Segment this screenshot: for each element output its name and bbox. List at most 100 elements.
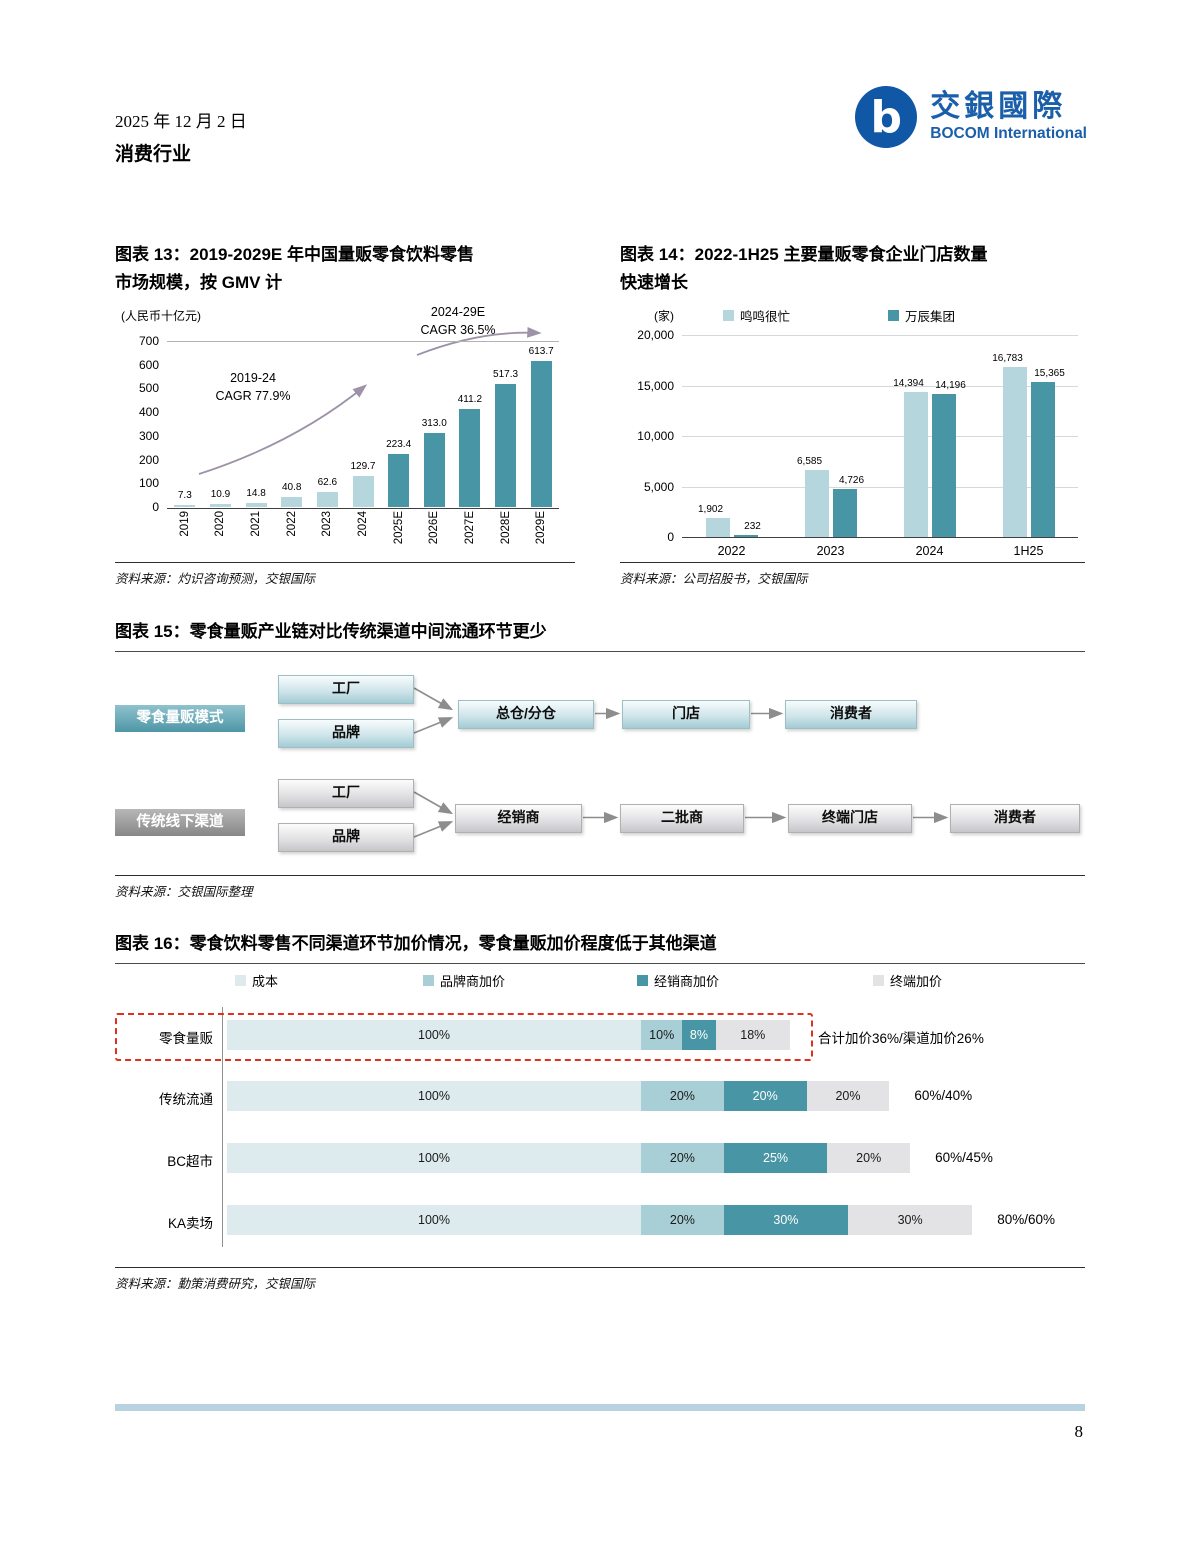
bar-segment: 20% — [723, 1081, 807, 1111]
x-axis-label: 2021 — [250, 511, 263, 537]
bar-segment: 8% — [682, 1020, 716, 1050]
legend-item: 经销商加价 — [637, 971, 719, 990]
bar — [804, 470, 829, 537]
bar — [459, 409, 481, 507]
bar-segment: 10% — [641, 1020, 683, 1050]
bar-value-label: 62.6 — [317, 477, 338, 489]
bar — [174, 505, 196, 507]
x-axis-label: 2023 — [816, 544, 845, 558]
figure16-source: 资料来源：勤策消费研究，交银国际 — [115, 1267, 1085, 1292]
figure13-source: 资料来源：灼识咨询预测，交银国际 — [115, 562, 575, 587]
y-axis-tick-label: 200 — [138, 452, 159, 467]
bar-segment: 18% — [715, 1020, 791, 1050]
y-axis-unit-label: (人民币十亿元) — [121, 309, 201, 323]
figure13-title-line1: 图表 13：2019-2029E 年中国量贩零食饮料零售 — [115, 245, 474, 264]
y-axis-tick-label: 15,000 — [637, 378, 674, 393]
figure14-title: 图表 14：2022-1H25 主要量贩零食企业门店数量 快速增长 — [620, 241, 1095, 297]
x-axis-label: 2019 — [178, 511, 191, 537]
flow-row2-label: 传统线下渠道 — [115, 809, 245, 836]
legend-label: 万辰集团 — [905, 310, 956, 324]
legend-swatch — [235, 975, 246, 986]
logo-brand-cn: 交銀國際 — [930, 90, 1067, 123]
logo-brand-en: BOCOM International — [930, 125, 1087, 142]
x-axis-label: 2023 — [321, 511, 334, 537]
legend-label: 品牌商加价 — [440, 974, 506, 989]
figure15-diagram: 零食量贩模式 工厂 品牌 总仓/分仓 门店 消费者 传统线下渠道 工厂 品牌 经… — [115, 658, 1085, 870]
x-axis-label: 1H25 — [1013, 544, 1044, 558]
bar — [705, 517, 730, 537]
bar-value-label: 14,394 — [893, 377, 924, 389]
y-axis-tick-label: 600 — [138, 357, 159, 372]
annotation-line: 2019-24 — [230, 371, 276, 385]
bocom-logo-icon: b — [855, 86, 918, 148]
bar-value-label: 14,196 — [935, 379, 966, 391]
y-axis-tick-label: 500 — [138, 381, 159, 396]
gridline — [682, 335, 1078, 336]
y-axis-tick-label: 300 — [138, 428, 159, 443]
legend-label: 终端加价 — [890, 974, 943, 989]
flow-node-brand: 品牌 — [278, 719, 414, 748]
footer-bar — [115, 1404, 1085, 1411]
bar-segment: 25% — [723, 1143, 828, 1173]
row-annotation: 60%/40% — [914, 1088, 973, 1103]
bar-segment: 20% — [641, 1081, 724, 1111]
legend-swatch — [637, 975, 648, 986]
bar-segment: 100% — [227, 1081, 641, 1111]
y-axis-tick-label: 5,000 — [643, 479, 674, 494]
bar-value-label: 7.3 — [177, 490, 192, 502]
row-label: BC超市 — [167, 1154, 213, 1169]
x-axis-line — [682, 537, 1078, 539]
bar-value-label: 4,726 — [838, 475, 865, 487]
bar — [352, 476, 374, 507]
report-date: 2025 年 12 月 2 日 — [115, 112, 247, 131]
bar — [903, 391, 928, 537]
bar-segment: 20% — [641, 1205, 724, 1235]
bar-value-label: 223.4 — [386, 439, 412, 451]
bar-value-label: 16,783 — [992, 353, 1023, 365]
figure13-chart: (人民币十亿元) 2019-24 CAGR 77.9% 2024-29E CAG… — [115, 303, 575, 563]
x-axis-label: 2022 — [285, 511, 298, 537]
legend-swatch — [423, 975, 434, 986]
bar-segment: 20% — [806, 1081, 890, 1111]
bar-value-label: 613.7 — [528, 346, 554, 358]
legend-swatch — [888, 310, 899, 321]
legend-item-mingming: 鸣鸣很忙 — [723, 306, 790, 325]
y-axis-tick-label: 0 — [667, 530, 674, 544]
legend-label: 鸣鸣很忙 — [740, 310, 791, 324]
bar-value-label: 40.8 — [281, 482, 302, 494]
row-annotation: 60%/45% — [935, 1150, 993, 1165]
bar-segment: 20% — [827, 1143, 911, 1173]
flow-node-warehouse: 总仓/分仓 — [458, 700, 594, 729]
annotation-line: 2024-29E — [430, 305, 486, 319]
bar — [281, 497, 303, 507]
figure13-title-line2: 市场规模，按 GMV 计 — [115, 273, 283, 292]
bocom-logo: b 交銀國際 BOCOM International — [855, 86, 1087, 148]
flow-node-terminal-store: 终端门店 — [788, 804, 912, 833]
x-axis-label: 2022 — [717, 544, 746, 558]
y-axis-tick-label: 20,000 — [637, 328, 674, 342]
bar-segment: 30% — [848, 1205, 973, 1235]
legend-item: 终端加价 — [873, 971, 942, 990]
legend-label: 经销商加价 — [654, 974, 720, 989]
bar-value-label: 313.0 — [421, 417, 447, 429]
logo-letter: b — [870, 91, 903, 143]
y-axis-tick-label: 100 — [138, 476, 159, 491]
bar — [423, 432, 445, 507]
bar — [388, 454, 410, 507]
gridline — [682, 385, 1078, 387]
bar-value-label: 411.2 — [457, 394, 483, 406]
figure14-source: 资料来源：公司招股书，交银国际 — [620, 562, 1085, 587]
legend-item: 成本 — [235, 971, 278, 990]
bar-value-label: 6,585 — [796, 456, 823, 468]
legend-item-wanchen: 万辰集团 — [888, 306, 955, 325]
x-axis-label: 2027E — [463, 511, 476, 545]
bar-value-label: 1,902 — [697, 503, 724, 515]
legend-swatch — [723, 310, 734, 321]
bar — [733, 534, 758, 537]
y-axis-line — [222, 1007, 223, 1247]
bar — [316, 492, 338, 507]
figure14-chart: (家) 鸣鸣很忙 万辰集团 0 5,000 10,000 15,000 20,000 1,… — [620, 303, 1085, 563]
bar — [931, 393, 956, 537]
bar-value-label: 232 — [744, 520, 761, 532]
